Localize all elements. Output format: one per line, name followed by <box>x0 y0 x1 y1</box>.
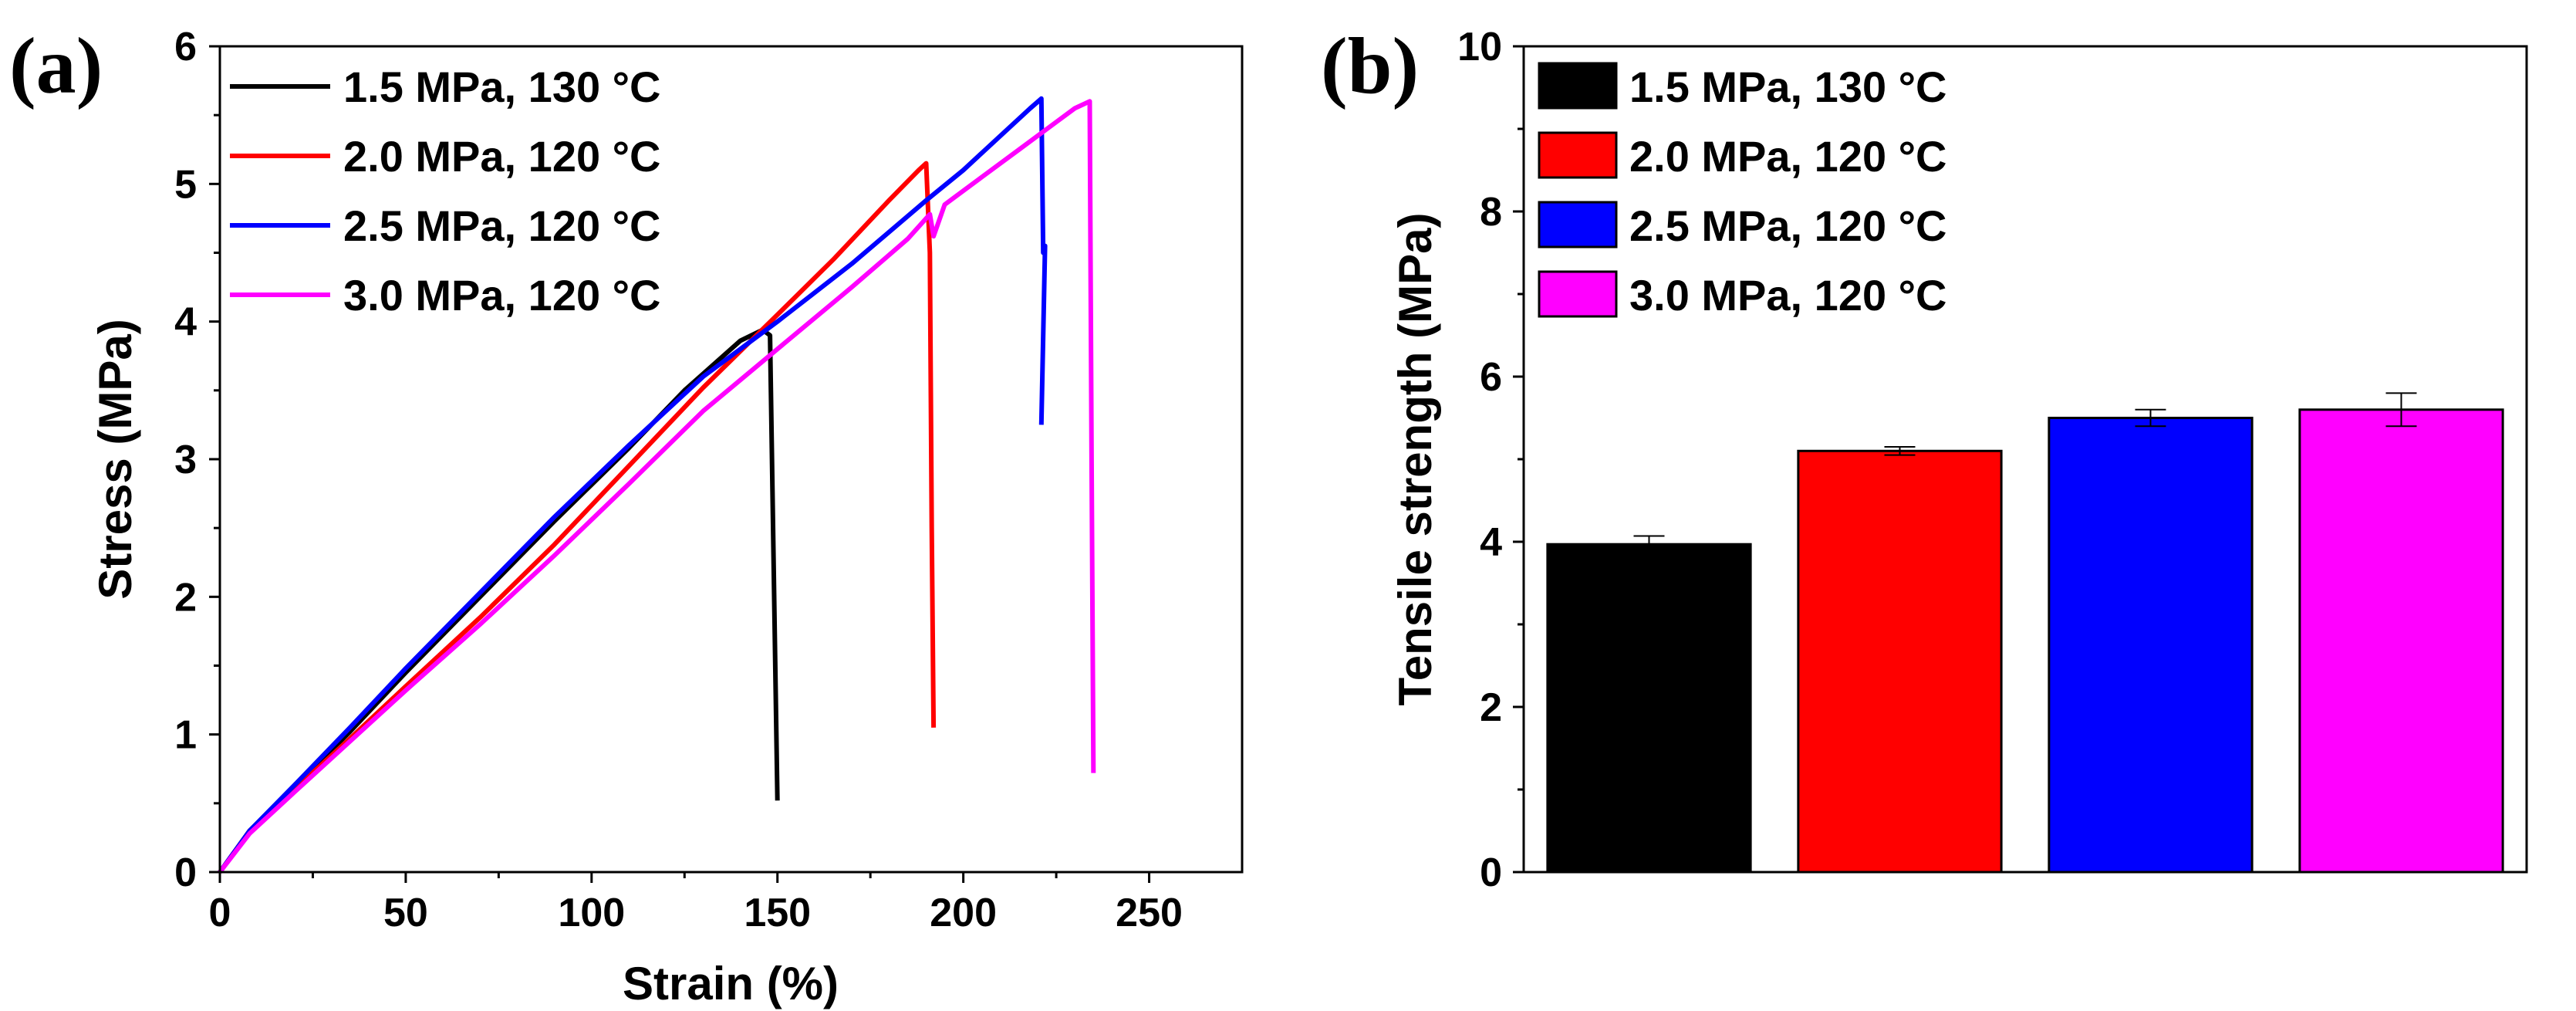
bar-4 <box>2298 408 2504 874</box>
bar-3 <box>2048 417 2254 874</box>
y-tick-label: 3 <box>174 438 197 482</box>
legend-entry-4: 3.0 MPa, 120 °C <box>1629 271 1947 320</box>
legend-entry-1: 1.5 MPa, 130 °C <box>1629 63 1947 111</box>
x-tick-label: 200 <box>930 891 997 935</box>
legend-swatch-2 <box>1538 131 1618 179</box>
bar-1 <box>1546 543 1752 874</box>
legend-entry-4: 3.0 MPa, 120 °C <box>343 271 661 320</box>
y-axis-title: Tensile strength (MPa) <box>1389 213 1441 706</box>
y-tick-label: 10 <box>1457 25 1502 69</box>
y-tick-label: 6 <box>174 25 197 69</box>
x-axis-title: Strain (%) <box>623 958 839 1009</box>
x-tick-label: 50 <box>383 891 428 935</box>
y-tick-label: 4 <box>1480 520 1502 565</box>
y-tick-label: 8 <box>1480 190 1502 235</box>
y-axis-title: Stress (MPa) <box>89 319 141 599</box>
legend-swatch-3 <box>1538 201 1618 249</box>
legend-entry-2: 2.0 MPa, 120 °C <box>1629 132 1947 181</box>
x-tick-label: 150 <box>744 891 811 935</box>
series-line-2 <box>218 161 937 874</box>
y-tick-label: 2 <box>174 575 197 620</box>
panel-b-label: (b) <box>1321 22 1419 110</box>
legend-swatch-4 <box>1538 270 1618 318</box>
plot-frame <box>1522 45 2528 874</box>
y-tick-label: 6 <box>1480 355 1502 400</box>
y-tick-label: 0 <box>174 850 197 895</box>
bar-2 <box>1797 449 2003 874</box>
series-line-4 <box>218 99 1096 874</box>
line-chart-panel: (a) 0 1 2 3 4 5 6 0 50 100 150 200 250 1.5 MPa, 130 … <box>9 22 1244 1009</box>
panel-a-label: (a) <box>9 22 103 110</box>
x-tick-label: 250 <box>1116 891 1183 935</box>
y-tick-label: 5 <box>174 162 197 207</box>
legend-entry-3: 2.5 MPa, 120 °C <box>1629 201 1947 250</box>
y-tick-label: 0 <box>1480 850 1502 895</box>
legend-entry-1: 1.5 MPa, 130 °C <box>343 63 661 111</box>
y-tick-label: 1 <box>174 713 197 758</box>
plot-frame <box>218 45 1244 874</box>
x-tick-label: 0 <box>209 891 231 935</box>
y-tick-label: 2 <box>1480 685 1502 730</box>
legend-swatch-1 <box>1538 62 1618 110</box>
series-line-3 <box>218 96 1048 874</box>
y-tick-label: 4 <box>174 300 197 345</box>
bar-chart-panel: (b) 0 2 4 6 8 10 1.5 MPa, 130 °C 2.0 MPa, 120 … <box>1321 22 2528 895</box>
x-tick-label: 100 <box>558 891 625 935</box>
legend-entry-2: 2.0 MPa, 120 °C <box>343 132 661 181</box>
legend-entry-3: 2.5 MPa, 120 °C <box>343 201 661 250</box>
